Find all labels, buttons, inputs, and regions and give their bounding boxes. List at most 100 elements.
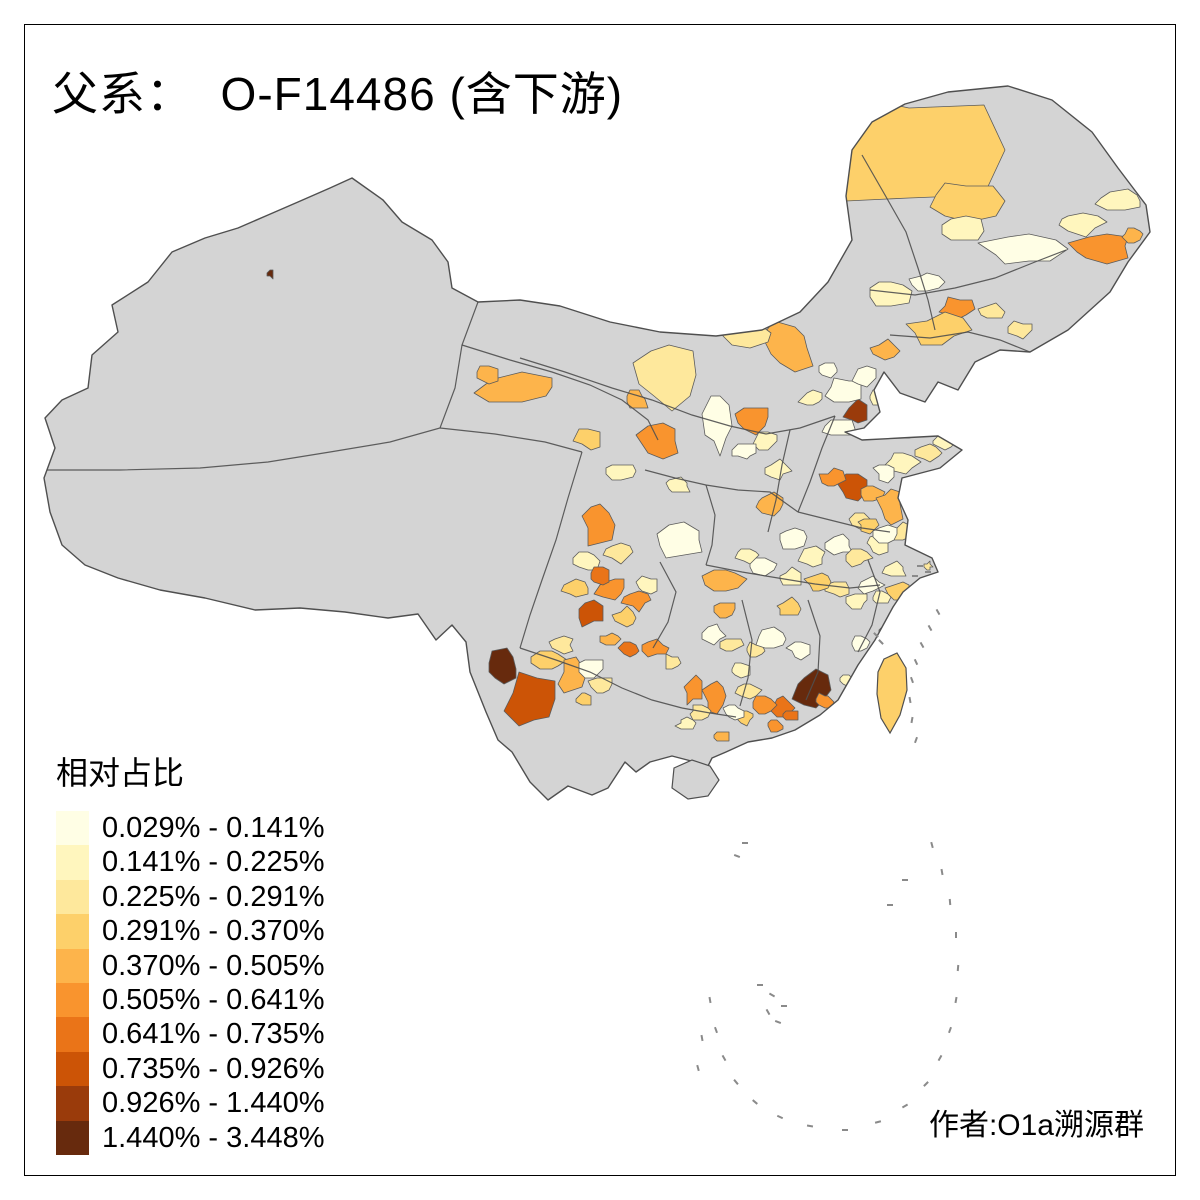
country-outline (43, 85, 1151, 801)
legend-swatch-6 (56, 982, 89, 1018)
legend-row: 0.926% - 1.440% (56, 1086, 325, 1121)
map-region (530, 650, 568, 670)
legend-label: 0.735% - 0.926% (102, 1052, 325, 1085)
map-region (674, 716, 697, 730)
map-region (599, 632, 622, 646)
map-region (572, 428, 601, 451)
map-region (851, 365, 877, 388)
map-region (665, 653, 682, 670)
province-borders (46, 154, 1067, 718)
map-region (473, 371, 553, 403)
map-region (914, 443, 943, 463)
map-region (1067, 233, 1129, 265)
legend-label: 0.029% - 0.141% (102, 812, 325, 844)
map-region (635, 575, 658, 595)
map-region (578, 599, 604, 628)
map-region (896, 614, 922, 628)
map-region (701, 680, 727, 715)
map-region (734, 683, 763, 700)
map-region (719, 638, 745, 652)
legend-label: 0.641% - 0.735% (102, 1018, 325, 1051)
map-region (1046, 374, 1072, 391)
map-region (782, 710, 799, 721)
map-region (755, 626, 787, 649)
map-region (797, 545, 826, 568)
legend-title: 相对占比 (56, 755, 185, 791)
legend-swatch-2 (56, 845, 89, 880)
map-region (929, 182, 1006, 223)
hainan-island (671, 759, 720, 800)
legend-label: 1.440% - 3.448% (102, 1121, 325, 1154)
map-region (1121, 227, 1144, 244)
map-region (881, 560, 907, 577)
map-region (590, 566, 610, 586)
map-region (923, 560, 934, 571)
map-region (731, 662, 751, 679)
map-region (1094, 188, 1141, 211)
map-region (587, 677, 613, 694)
map-region (878, 626, 898, 643)
map-region (1022, 380, 1048, 400)
attribution-text: 作者:O1a溯源群 (928, 1109, 1144, 1142)
legend-label: 0.141% - 0.225% (102, 846, 325, 879)
map-region (632, 344, 697, 412)
legend-row: 0.735% - 0.926% (56, 1051, 325, 1087)
legend-label: 0.370% - 0.505% (102, 949, 325, 982)
legend-swatch-1 (56, 811, 89, 846)
map-region (875, 488, 904, 526)
map-region (683, 674, 703, 706)
map-region (620, 590, 652, 613)
map-region (701, 395, 733, 457)
map-region (752, 695, 778, 715)
map-region (602, 542, 634, 565)
map-region (713, 731, 730, 742)
map-region (851, 635, 871, 652)
map-region (776, 596, 802, 616)
legend-row: 0.641% - 0.735% (56, 1017, 325, 1052)
legend-swatch-9 (56, 1086, 89, 1121)
map-region (605, 464, 637, 481)
legend-swatch-5 (56, 948, 89, 983)
map-region (869, 281, 913, 307)
legend-label: 0.291% - 0.370% (102, 915, 325, 948)
legend-row: 0.141% - 0.225% (56, 845, 325, 880)
legend-label: 0.926% - 1.440% (102, 1087, 325, 1120)
map-title: 父系： O-F14486 (含下游) (52, 68, 624, 120)
map-region (560, 578, 589, 598)
map-region (872, 524, 898, 544)
map-region (656, 521, 703, 559)
map-region (266, 269, 274, 280)
map-region (941, 215, 985, 241)
map-region (818, 362, 838, 379)
legend-swatch-3 (56, 879, 89, 915)
map-region (1007, 320, 1033, 340)
legend-rows: 0.029% - 0.141% 0.141% - 0.225% 0.225% - 0… (56, 811, 324, 1155)
map-region (734, 407, 769, 436)
map-region (767, 719, 784, 733)
map-region (902, 476, 925, 493)
legend-row: 1.440% - 3.448% (56, 1120, 325, 1155)
map-region (842, 398, 868, 424)
map-region (548, 635, 574, 655)
legend-swatch-10 (56, 1120, 89, 1155)
legend-label: 0.225% - 0.291% (102, 880, 325, 913)
legend-row: 0.225% - 0.291% (56, 879, 325, 915)
map-region (734, 548, 760, 565)
map-region (824, 533, 853, 556)
map-region (905, 311, 973, 346)
legend-swatch-4 (56, 914, 89, 949)
map-region (731, 443, 757, 460)
taiwan-island (876, 652, 908, 735)
map-region (761, 320, 814, 373)
map-region (818, 467, 847, 487)
map-region (617, 641, 640, 658)
legend-swatch-7 (56, 1017, 89, 1052)
map-region (992, 362, 1021, 382)
legend-label: 0.505% - 0.641% (102, 983, 325, 1016)
map-region (908, 272, 946, 292)
map-region (503, 671, 556, 727)
map-region (1058, 212, 1108, 238)
map-region (857, 575, 886, 595)
legend-row: 0.029% - 0.141% (56, 811, 325, 846)
map-region (785, 641, 811, 661)
